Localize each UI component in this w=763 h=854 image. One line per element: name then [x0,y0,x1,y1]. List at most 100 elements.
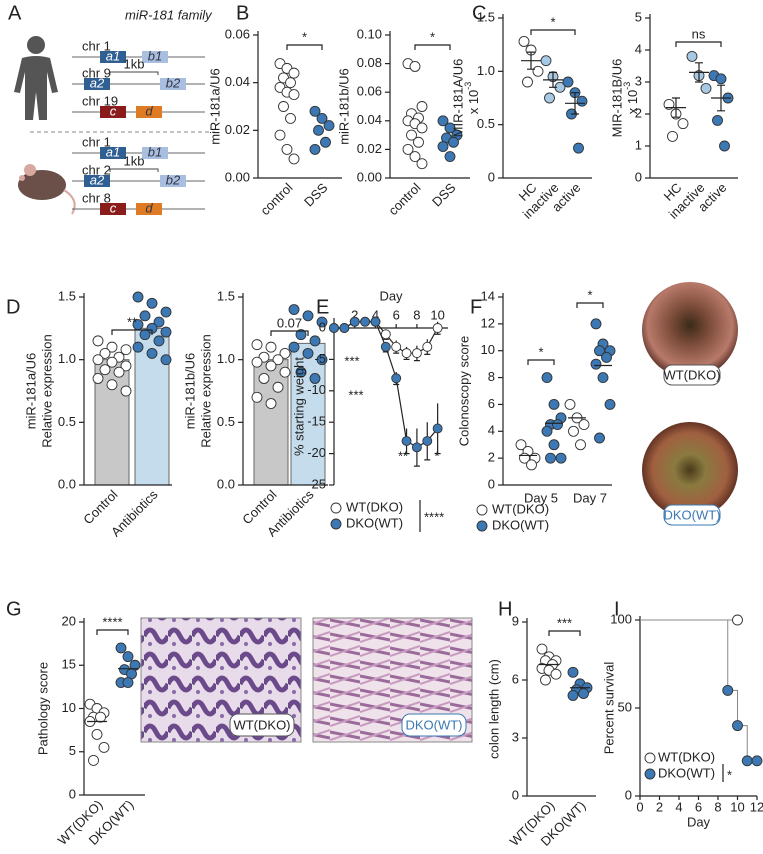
data-point [120,385,132,397]
data-point [401,348,412,359]
data-point [540,55,552,67]
data-point [139,310,151,322]
y-tick-label: 0.06 [225,26,250,41]
data-point [590,358,602,370]
panel-label: A [8,2,22,24]
data-point [309,143,321,155]
endoscopy-image [642,422,738,518]
significance-bracket [270,330,309,336]
data-point [92,335,104,347]
data-point [265,341,277,353]
y-axis-label: Pathology score [35,662,50,755]
y-axis-label: MIR-181A/U6 [450,59,465,138]
y-tick-label: 5 [69,743,76,758]
data-point [329,323,339,333]
significance-bracket [548,630,581,636]
y-axis-label: Colonoscopy score [456,336,471,447]
data-point [552,419,563,431]
significance-label: * [550,14,555,29]
x-tick-label: 6 [393,307,400,322]
x-tick-label: 4 [372,307,379,322]
data-point [644,768,656,780]
data-point [115,642,127,654]
y-tick-label: 5 [635,9,642,24]
panel-label: I [614,598,620,620]
mouse-icon [18,164,76,215]
gene-label: d [145,200,153,215]
data-point [437,115,449,127]
data-point [251,391,263,403]
panel-label: D [6,296,20,318]
image-label-box [229,713,295,737]
y-axis-label: Relative expression [39,334,54,447]
data-point [160,306,172,318]
data-point [406,129,417,141]
data-point [432,423,443,434]
significance-bracket [111,329,153,335]
data-point [99,347,111,359]
y-tick-label: 15 [62,657,76,672]
gene-box [160,78,186,90]
y-tick-label: 0 [488,169,495,184]
series-line [334,321,439,449]
significance-label: * [727,767,732,782]
data-point [409,151,421,163]
y-tick-label: 0 [488,476,495,491]
data-point [444,151,456,163]
data-point [380,329,391,340]
data-point [122,651,134,663]
data-point [391,373,402,384]
error-bar [717,84,725,112]
data-point [437,141,449,152]
annotation: *** [344,353,359,368]
data-point [349,316,360,327]
y-axis-unit-base: x 10 [466,90,481,115]
data-point [719,140,730,152]
x-axis-label: Day [687,814,711,829]
x-tick-label: Day 7 [573,490,607,505]
data-point [555,452,567,464]
legend-label: WT(DKO) [492,501,549,516]
gene-label: b1 [148,144,162,159]
data-point [597,372,609,384]
y-tick-label: 0 [69,786,76,801]
x-tick-label: DSS [301,180,331,210]
data-point [106,341,118,353]
data-point [416,158,428,170]
y-tick-label: 6 [512,671,519,686]
data-point [722,684,734,696]
images: WT(DKO) DKO(WT) WT(DKO) DKO(WT) [140,282,738,743]
data-point [330,518,342,530]
data-point [160,354,172,366]
x-tick-label: 2 [656,799,663,814]
panel-label: H [498,598,512,620]
y-tick-label: 0 [512,787,519,802]
x-tick-label: 10 [730,799,744,814]
data-point [567,690,579,701]
x-tick-label: Day 5 [524,490,558,505]
y-tick-label: 1.5 [217,288,235,303]
data-point [285,77,296,89]
endoscopy-image [642,282,738,378]
data-point [448,136,459,148]
significance-label: * [430,29,435,44]
data-point [146,347,158,359]
data-point [98,741,110,753]
y-tick-label: 12 [481,315,495,330]
x-tick-label: 4 [675,799,682,814]
data-point [700,82,712,94]
significance-label: * [587,287,592,302]
data-point [160,326,172,338]
panel-label: F [470,296,482,318]
gene-box [100,147,126,159]
data-point [258,373,270,384]
data-point [416,122,428,134]
data-point [146,297,158,309]
data-point [590,318,602,330]
data-point [279,366,291,378]
y-tick-label: 2 [488,450,495,465]
chromosome-label: chr 8 [82,190,111,205]
y-tick-label: 1.0 [217,351,235,366]
image-label: DKO(WT) [663,507,720,522]
